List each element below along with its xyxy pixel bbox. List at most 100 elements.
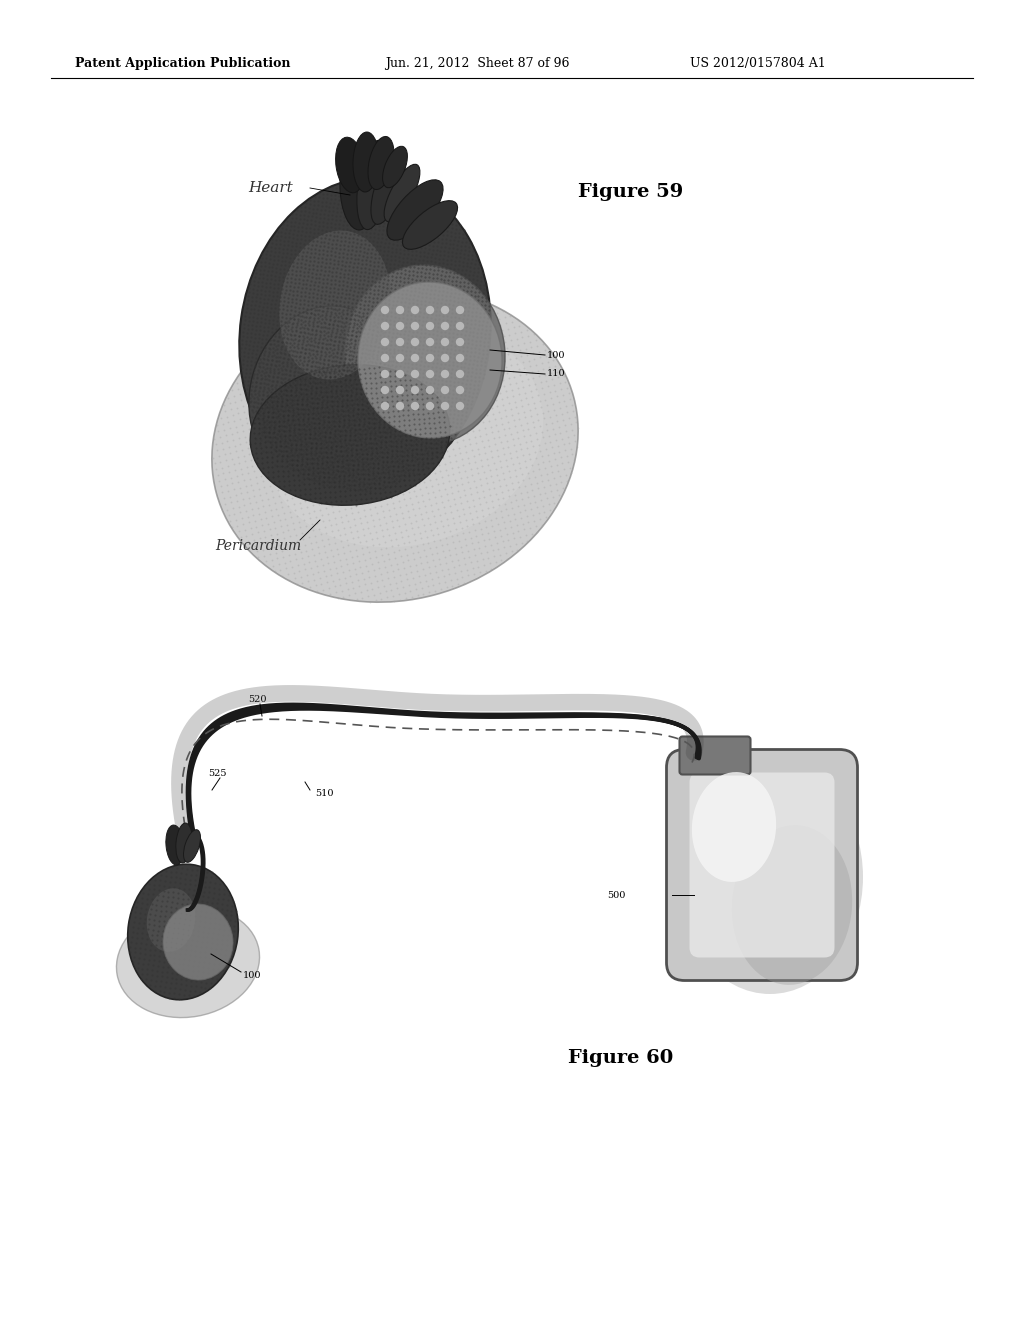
Point bbox=[409, 348, 425, 370]
Point bbox=[367, 360, 383, 381]
Point bbox=[318, 523, 335, 544]
Point bbox=[338, 573, 354, 594]
Point bbox=[389, 445, 406, 466]
Point bbox=[447, 392, 464, 413]
Point bbox=[262, 396, 279, 417]
Point bbox=[411, 422, 427, 444]
Point bbox=[336, 319, 352, 341]
Point bbox=[318, 387, 335, 408]
Point bbox=[359, 492, 376, 513]
Point bbox=[293, 444, 309, 465]
Point bbox=[331, 475, 347, 496]
Point bbox=[416, 327, 432, 348]
Point bbox=[358, 395, 375, 416]
Point bbox=[421, 557, 437, 578]
Point bbox=[439, 533, 456, 554]
Point bbox=[410, 585, 426, 606]
Point bbox=[450, 319, 466, 341]
Point bbox=[301, 478, 317, 499]
Point bbox=[252, 366, 268, 387]
Point bbox=[384, 306, 400, 327]
Point bbox=[314, 554, 331, 576]
Point bbox=[254, 453, 270, 474]
Point bbox=[409, 434, 425, 455]
Point bbox=[453, 380, 469, 401]
Point bbox=[341, 429, 357, 450]
Point bbox=[415, 282, 431, 304]
Point bbox=[373, 378, 389, 399]
Point bbox=[439, 465, 456, 486]
Point bbox=[393, 400, 410, 421]
Point bbox=[456, 333, 472, 354]
Point bbox=[362, 573, 379, 594]
Point bbox=[314, 187, 331, 209]
Point bbox=[350, 334, 367, 355]
Point bbox=[418, 432, 434, 453]
Point bbox=[406, 317, 422, 338]
Point bbox=[315, 442, 332, 463]
Point bbox=[333, 345, 349, 366]
Point bbox=[340, 535, 356, 556]
Point bbox=[375, 450, 391, 471]
Point bbox=[282, 569, 298, 590]
Point bbox=[342, 490, 358, 511]
Point bbox=[281, 400, 297, 421]
Point bbox=[451, 368, 467, 389]
Point bbox=[395, 577, 412, 598]
Point bbox=[309, 512, 326, 533]
Point bbox=[494, 388, 510, 409]
Point bbox=[347, 490, 364, 511]
Point bbox=[247, 323, 263, 345]
Point bbox=[338, 375, 354, 396]
Point bbox=[369, 462, 385, 483]
Point bbox=[273, 249, 290, 271]
Point bbox=[384, 281, 400, 302]
Point bbox=[307, 364, 324, 385]
Point bbox=[294, 273, 310, 294]
Point bbox=[462, 289, 478, 310]
Point bbox=[275, 267, 292, 288]
Point bbox=[440, 539, 457, 560]
Point bbox=[479, 308, 496, 329]
Point bbox=[347, 484, 364, 506]
Point bbox=[313, 454, 330, 475]
Point bbox=[344, 438, 360, 459]
Point bbox=[329, 562, 345, 583]
Point bbox=[526, 374, 543, 395]
Point bbox=[359, 561, 376, 582]
Point bbox=[209, 933, 225, 954]
Point bbox=[219, 499, 236, 520]
Point bbox=[555, 409, 571, 430]
Point bbox=[469, 269, 485, 290]
Point bbox=[432, 529, 449, 550]
Point bbox=[285, 345, 301, 366]
Point bbox=[466, 346, 482, 367]
Point bbox=[529, 360, 546, 381]
Point bbox=[356, 413, 373, 434]
Point bbox=[340, 511, 356, 532]
Point bbox=[300, 409, 316, 430]
Point bbox=[144, 960, 161, 981]
Point bbox=[312, 461, 329, 482]
Point bbox=[466, 309, 482, 330]
Point bbox=[322, 338, 338, 359]
Point bbox=[232, 458, 249, 479]
Point bbox=[364, 384, 380, 405]
Point bbox=[244, 286, 260, 308]
Point bbox=[318, 475, 335, 496]
Point bbox=[330, 198, 346, 219]
Point bbox=[515, 401, 531, 422]
Point bbox=[260, 351, 276, 372]
Point bbox=[250, 403, 266, 424]
Point bbox=[237, 451, 253, 473]
Point bbox=[287, 381, 303, 403]
Point bbox=[282, 359, 298, 380]
Point bbox=[371, 414, 387, 436]
Point bbox=[135, 953, 152, 974]
Point bbox=[295, 331, 311, 352]
Point bbox=[399, 399, 416, 420]
Point bbox=[346, 450, 362, 471]
Point bbox=[239, 388, 255, 409]
Point bbox=[318, 381, 335, 403]
Point bbox=[439, 347, 456, 368]
